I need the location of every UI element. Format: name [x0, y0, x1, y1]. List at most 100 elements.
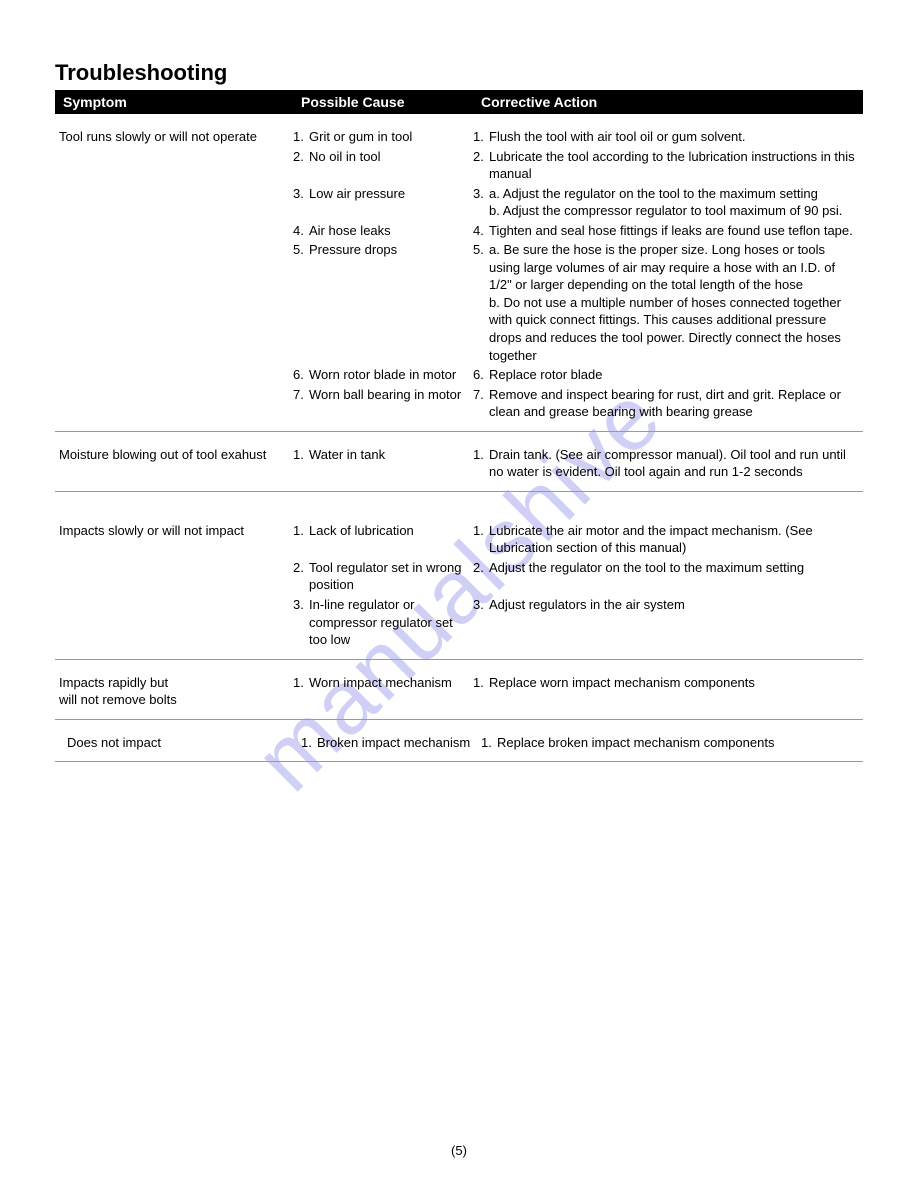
item-number: 1. [293, 674, 309, 692]
item-number: 3. [293, 185, 309, 220]
action-text: a. Adjust the regulator on the tool to t… [489, 185, 863, 220]
action-cell: 2.Lubricate the tool according to the lu… [473, 148, 863, 183]
col-header-action: Corrective Action [481, 94, 855, 110]
cause-action-row: 1.Grit or gum in tool1.Flush the tool wi… [293, 128, 863, 146]
cause-cell: 1.Broken impact mechanism [301, 734, 481, 752]
item-number: 6. [473, 366, 489, 384]
cause-action-list: 1.Lack of lubrication1.Lubricate the air… [293, 522, 863, 649]
cause-cell: 1.Worn impact mechanism [293, 674, 473, 692]
cause-text: Lack of lubrication [309, 522, 473, 557]
action-text: Remove and inspect bearing for rust, dir… [489, 386, 863, 421]
item-number: 1. [293, 446, 309, 481]
cause-text: Water in tank [309, 446, 473, 481]
action-cell: 1.Flush the tool with air tool oil or gu… [473, 128, 863, 146]
action-cell: 3.a. Adjust the regulator on the tool to… [473, 185, 863, 220]
action-text: Adjust regulators in the air system [489, 596, 863, 649]
cause-text: Tool regulator set in wrong position [309, 559, 473, 594]
symptom-text: Impacts rapidly but will not remove bolt… [55, 674, 293, 709]
action-text: Replace rotor blade [489, 366, 863, 384]
cause-cell: 2.No oil in tool [293, 148, 473, 183]
cause-cell: 6.Worn rotor blade in motor [293, 366, 473, 384]
table-section: Moisture blowing out of tool exahust1.Wa… [55, 432, 863, 492]
cause-action-row: 3.Low air pressure3.a. Adjust the regula… [293, 185, 863, 220]
item-number: 3. [293, 596, 309, 649]
cause-action-row: 2.Tool regulator set in wrong position2.… [293, 559, 863, 594]
table-section: Impacts slowly or will not impact1.Lack … [55, 492, 863, 660]
cause-text: Air hose leaks [309, 222, 473, 240]
table-body: Tool runs slowly or will not operate1.Gr… [55, 114, 863, 762]
action-cell: 3.Adjust regulators in the air system [473, 596, 863, 649]
cause-text: Worn impact mechanism [309, 674, 473, 692]
cause-cell: 3.In-line regulator or compressor regula… [293, 596, 473, 649]
cause-action-list: 1.Worn impact mechanism1.Replace worn im… [293, 674, 863, 709]
cause-action-row: 5.Pressure drops5.a. Be sure the hose is… [293, 241, 863, 364]
action-text: Adjust the regulator on the tool to the … [489, 559, 863, 594]
cause-cell: 1.Grit or gum in tool [293, 128, 473, 146]
action-cell: 1.Lubricate the air motor and the impact… [473, 522, 863, 557]
cause-text: Grit or gum in tool [309, 128, 473, 146]
item-number: 4. [473, 222, 489, 240]
page-content: Troubleshooting Symptom Possible Cause C… [55, 60, 863, 762]
item-number: 3. [473, 596, 489, 649]
item-number: 2. [473, 559, 489, 594]
cause-cell: 1.Water in tank [293, 446, 473, 481]
item-number: 1. [473, 446, 489, 481]
item-number: 1. [473, 674, 489, 692]
action-cell: 4.Tighten and seal hose fittings if leak… [473, 222, 863, 240]
cause-cell: 7.Worn ball bearing in motor [293, 386, 473, 421]
cause-action-row: 2.No oil in tool2.Lubricate the tool acc… [293, 148, 863, 183]
col-header-symptom: Symptom [63, 94, 301, 110]
action-cell: 1.Replace worn impact mechanism componen… [473, 674, 863, 692]
action-text: Lubricate the air motor and the impact m… [489, 522, 863, 557]
col-header-cause: Possible Cause [301, 94, 481, 110]
cause-action-row: 7.Worn ball bearing in motor7.Remove and… [293, 386, 863, 421]
item-number: 1. [293, 522, 309, 557]
symptom-text: Impacts slowly or will not impact [55, 522, 293, 649]
page-number: (5) [0, 1143, 918, 1158]
action-text: Replace worn impact mechanism components [489, 674, 863, 692]
item-number: 3. [473, 185, 489, 220]
item-number: 1. [481, 734, 497, 752]
cause-text: Low air pressure [309, 185, 473, 220]
cause-action-list: 1.Broken impact mechanism1.Replace broke… [301, 734, 863, 752]
symptom-text: Moisture blowing out of tool exahust [55, 446, 293, 481]
cause-text: In-line regulator or compressor regulato… [309, 596, 473, 649]
item-number: 6. [293, 366, 309, 384]
item-number: 1. [293, 128, 309, 146]
item-number: 2. [293, 559, 309, 594]
item-number: 7. [293, 386, 309, 421]
cause-action-row: 1.Water in tank1.Drain tank. (See air co… [293, 446, 863, 481]
cause-action-list: 1.Water in tank1.Drain tank. (See air co… [293, 446, 863, 481]
symptom-text: Does not impact [63, 734, 301, 752]
cause-cell: 2.Tool regulator set in wrong position [293, 559, 473, 594]
item-number: 1. [301, 734, 317, 752]
action-text: Drain tank. (See air compressor manual).… [489, 446, 863, 481]
item-number: 4. [293, 222, 309, 240]
cause-action-row: 4.Air hose leaks4.Tighten and seal hose … [293, 222, 863, 240]
cause-text: Worn ball bearing in motor [309, 386, 473, 421]
cause-action-row: 6.Worn rotor blade in motor6.Replace rot… [293, 366, 863, 384]
cause-action-list: 1.Grit or gum in tool1.Flush the tool wi… [293, 128, 863, 421]
cause-text: Pressure drops [309, 241, 473, 364]
cause-cell: 5.Pressure drops [293, 241, 473, 364]
cause-action-row: 1.Lack of lubrication1.Lubricate the air… [293, 522, 863, 557]
table-section: Impacts rapidly but will not remove bolt… [55, 660, 863, 720]
cause-text: Broken impact mechanism [317, 734, 481, 752]
action-cell: 7.Remove and inspect bearing for rust, d… [473, 386, 863, 421]
page-title: Troubleshooting [55, 60, 863, 86]
cause-text: No oil in tool [309, 148, 473, 183]
table-header: Symptom Possible Cause Corrective Action [55, 90, 863, 114]
action-cell: 1.Replace broken impact mechanism compon… [481, 734, 863, 752]
item-number: 2. [293, 148, 309, 183]
item-number: 2. [473, 148, 489, 183]
action-cell: 2.Adjust the regulator on the tool to th… [473, 559, 863, 594]
action-cell: 5.a. Be sure the hose is the proper size… [473, 241, 863, 364]
action-cell: 6.Replace rotor blade [473, 366, 863, 384]
item-number: 1. [473, 128, 489, 146]
cause-cell: 1.Lack of lubrication [293, 522, 473, 557]
item-number: 7. [473, 386, 489, 421]
table-section: Does not impact1.Broken impact mechanism… [55, 720, 863, 763]
action-text: Replace broken impact mechanism componen… [497, 734, 863, 752]
cause-cell: 4.Air hose leaks [293, 222, 473, 240]
item-number: 5. [293, 241, 309, 364]
